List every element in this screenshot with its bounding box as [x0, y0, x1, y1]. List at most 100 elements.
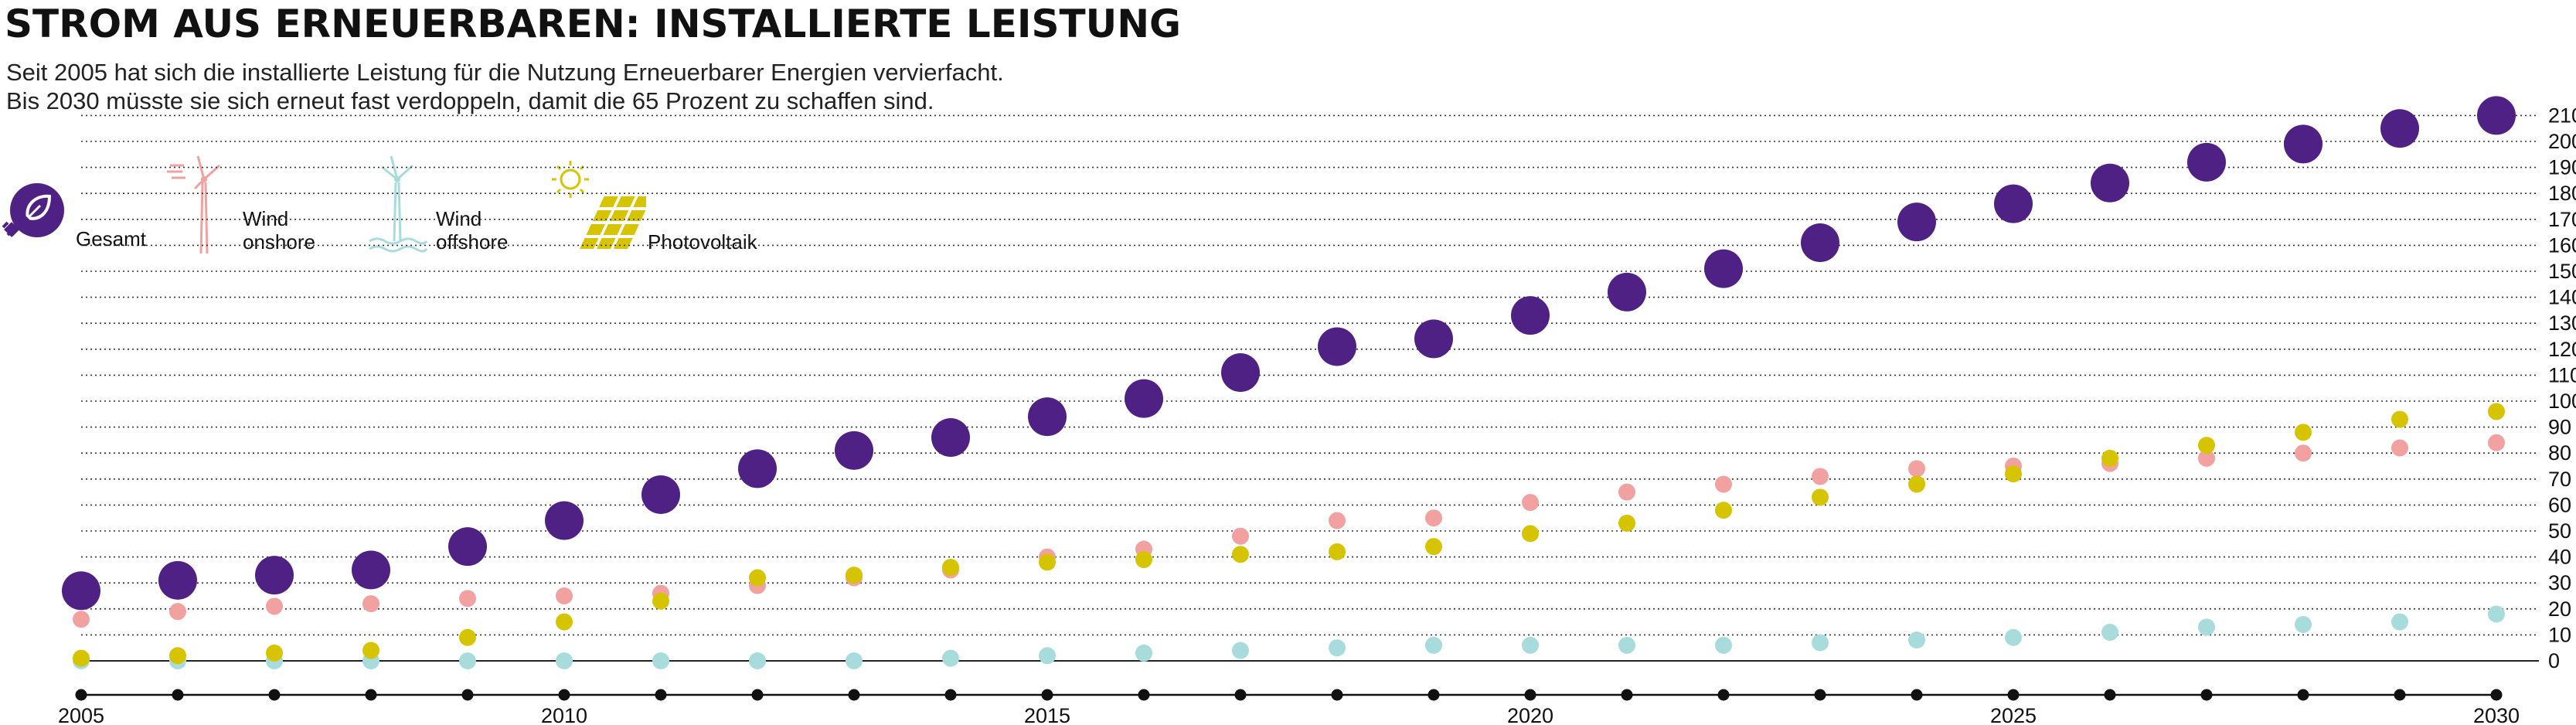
x-axis-dot	[2104, 689, 2116, 701]
y-tick-label: 190	[2548, 156, 2576, 179]
wind-turbine-icon	[167, 155, 221, 254]
point-wind-onshore	[1522, 494, 1539, 512]
y-tick-label: 50	[2548, 519, 2571, 543]
y-tick-label: 170	[2548, 208, 2576, 231]
subtitle-line-2: Bis 2030 müsste sie sich erneut fast ver…	[6, 87, 934, 114]
point-wind-onshore	[2295, 444, 2312, 462]
y-tick-label: 0	[2548, 649, 2560, 672]
y-tick-label: 110	[2548, 363, 2576, 386]
point-wind-onshore	[1425, 509, 1442, 527]
x-axis-dot	[172, 689, 184, 701]
point-gesamt	[2284, 124, 2322, 164]
point-gesamt	[1608, 272, 1646, 311]
legend-label-gesamt: Gesamt	[76, 227, 147, 250]
x-axis: 2005 2010 2015 2020 2025 2030	[58, 689, 2520, 725]
point-gesamt	[1125, 379, 1163, 418]
point-gesamt	[2091, 163, 2129, 203]
point-wind-offshore	[1232, 642, 1249, 659]
y-tick-label: 100	[2548, 390, 2576, 413]
point-gesamt	[1318, 327, 1356, 366]
point-wind-offshore	[1618, 636, 1635, 654]
x-axis-dot	[1717, 689, 1730, 701]
x-axis-dot	[1814, 689, 1826, 701]
legend-label-wind-onshore-2: onshore	[243, 230, 315, 254]
x-tick-label: 2025	[1990, 704, 2037, 725]
point-wind-offshore	[2198, 618, 2215, 636]
offshore-wind-turbine-icon	[369, 155, 428, 253]
point-wind-offshore	[1908, 631, 1925, 649]
y-tick-label: 10	[2548, 623, 2571, 646]
point-wind-offshore	[1329, 639, 1346, 657]
point-gesamt	[641, 475, 680, 514]
point-photovoltaik	[1425, 538, 1442, 556]
y-tick-label: 150	[2548, 260, 2576, 283]
point-wind-onshore	[1908, 460, 1925, 478]
grid-lines	[81, 114, 2539, 662]
x-tick-label: 2010	[541, 704, 587, 725]
x-axis-dot	[944, 689, 957, 701]
point-photovoltaik	[1715, 502, 1732, 519]
x-axis-dot	[1428, 689, 1440, 701]
point-photovoltaik	[2391, 410, 2408, 428]
point-photovoltaik	[459, 628, 476, 646]
point-photovoltaik	[1329, 543, 1346, 560]
point-wind-onshore	[1232, 527, 1249, 545]
point-photovoltaik	[2488, 403, 2505, 420]
point-wind-offshore	[2005, 628, 2022, 646]
point-photovoltaik	[73, 649, 90, 667]
x-axis-dot	[461, 689, 474, 701]
x-tick-label: 2015	[1024, 704, 1070, 725]
y-tick-label: 180	[2548, 182, 2576, 205]
point-wind-offshore	[846, 652, 863, 669]
point-photovoltaik	[749, 569, 766, 587]
data-points	[62, 96, 2516, 669]
solar-panel-icon	[552, 161, 646, 249]
x-tick-label: 2020	[1507, 704, 1553, 725]
x-tick-label: 2030	[2473, 704, 2520, 725]
point-wind-offshore	[1425, 636, 1442, 654]
y-tick-label: 20	[2548, 597, 2571, 621]
point-photovoltaik	[2295, 424, 2312, 441]
plug-leaf-icon	[2, 183, 64, 237]
point-gesamt	[1897, 203, 1936, 242]
point-photovoltaik	[942, 559, 959, 577]
x-axis-dot	[1621, 689, 1633, 701]
point-wind-offshore	[556, 652, 573, 669]
point-wind-offshore	[2488, 605, 2505, 623]
point-wind-offshore	[2295, 615, 2312, 633]
y-tick-label: 80	[2548, 441, 2571, 465]
point-gesamt	[352, 550, 390, 590]
legend-label-photovoltaik: Photovoltaik	[648, 230, 757, 254]
point-photovoltaik	[1908, 475, 1925, 493]
x-axis-dot	[655, 689, 667, 701]
x-axis-dot	[1041, 689, 1053, 701]
point-gesamt	[738, 449, 777, 488]
point-wind-onshore	[266, 597, 283, 615]
point-wind-offshore	[1812, 634, 1829, 652]
y-tick-label: 60	[2548, 493, 2571, 516]
point-wind-offshore	[2391, 613, 2408, 631]
point-photovoltaik	[2198, 437, 2215, 454]
point-photovoltaik	[652, 592, 669, 610]
y-tick-label: 160	[2548, 233, 2576, 257]
point-wind-offshore	[1522, 636, 1539, 654]
x-axis-dot	[268, 689, 281, 701]
point-gesamt	[2380, 109, 2419, 148]
point-gesamt	[255, 556, 294, 595]
x-axis-dot	[75, 689, 87, 701]
point-wind-offshore	[2101, 624, 2118, 642]
point-wind-offshore	[942, 649, 959, 667]
point-wind-onshore	[2488, 434, 2505, 451]
point-wind-onshore	[1618, 483, 1635, 501]
point-wind-onshore	[2198, 449, 2215, 467]
point-photovoltaik	[2005, 465, 2022, 483]
y-tick-label: 200	[2548, 130, 2576, 153]
point-gesamt	[1994, 184, 2033, 223]
y-tick-label: 210	[2548, 104, 2576, 127]
x-axis-dot	[2007, 689, 2020, 701]
point-wind-onshore	[169, 603, 186, 621]
point-wind-offshore	[1039, 647, 1056, 665]
y-tick-label: 140	[2548, 286, 2576, 309]
x-axis-dot	[2490, 689, 2503, 701]
